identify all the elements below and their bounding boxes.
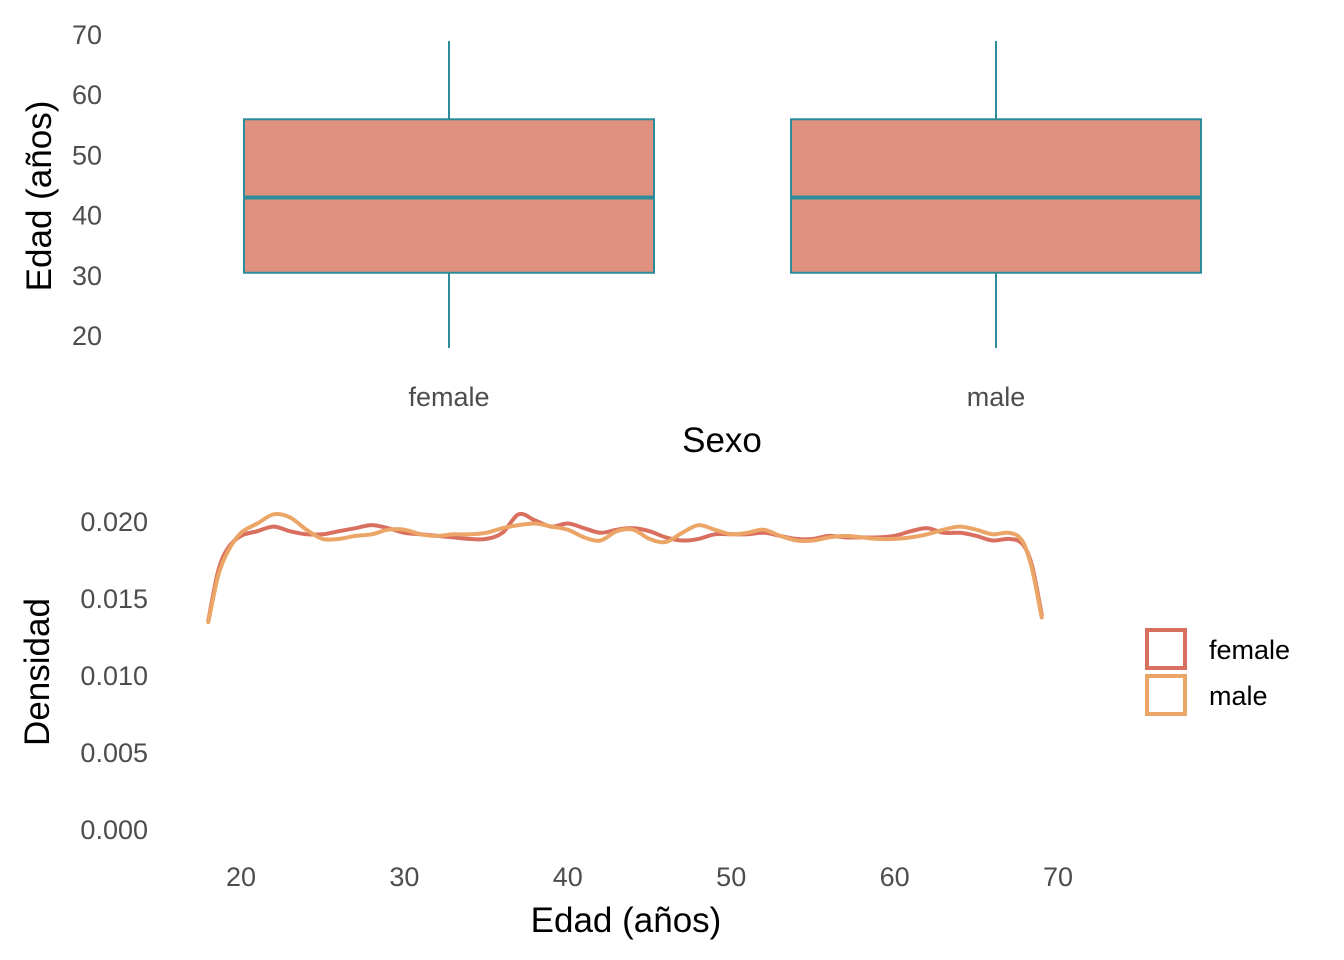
boxplot-x-axis-title: Sexo [682, 421, 762, 460]
boxplot-y-tick-label: 50 [72, 140, 102, 170]
legend-key-male [1145, 674, 1187, 716]
density-x-tick-label: 60 [880, 862, 910, 892]
boxplot-marks [243, 41, 1202, 348]
density-x-axis-title: Edad (años) [531, 901, 722, 940]
density-y-tick-label: 0.020 [80, 507, 148, 537]
boxplot-x-tick-label: female [408, 382, 489, 412]
boxplot-panel: 20 30 40 50 60 70 female male Sexo Edad (años) [20, 20, 1202, 460]
boxplot-y-tick-label: 70 [72, 20, 102, 50]
density-x-ticks: 20 30 40 50 60 70 [226, 862, 1073, 892]
density-y-tick-label: 0.015 [80, 584, 148, 614]
legend: female male [1145, 628, 1290, 716]
density-y-ticks: 0.000 0.005 0.010 0.015 0.020 [80, 507, 148, 845]
boxplot-y-tick-label: 20 [72, 321, 102, 351]
density-x-tick-label: 40 [553, 862, 583, 892]
box-male [790, 41, 1202, 348]
density-x-tick-label: 20 [226, 862, 256, 892]
density-y-axis-title: Densidad [18, 598, 57, 746]
boxplot-x-ticks: female male [408, 382, 1025, 412]
boxplot-y-tick-label: 30 [72, 261, 102, 291]
legend-label-female: female [1209, 635, 1290, 665]
boxplot-x-tick-label: male [967, 382, 1026, 412]
density-x-tick-label: 50 [716, 862, 746, 892]
density-y-tick-label: 0.005 [80, 738, 148, 768]
legend-key-female [1145, 628, 1187, 670]
density-x-tick-label: 70 [1043, 862, 1073, 892]
density-x-tick-label: 30 [389, 862, 419, 892]
density-panel: 0.000 0.005 0.010 0.015 0.020 20 30 40 50 60 70 E… [18, 507, 1290, 940]
box-female [243, 41, 655, 348]
density-y-tick-label: 0.010 [80, 661, 148, 691]
boxplot-y-ticks: 20 30 40 50 60 70 [72, 20, 102, 351]
density-y-tick-label: 0.000 [80, 815, 148, 845]
boxplot-y-axis-title: Edad (años) [20, 101, 59, 292]
density-line-male [206, 511, 1044, 625]
density-lines [206, 511, 1044, 625]
boxplot-y-tick-label: 60 [72, 80, 102, 110]
legend-label-male: male [1209, 681, 1268, 711]
boxplot-y-tick-label: 40 [72, 201, 102, 231]
